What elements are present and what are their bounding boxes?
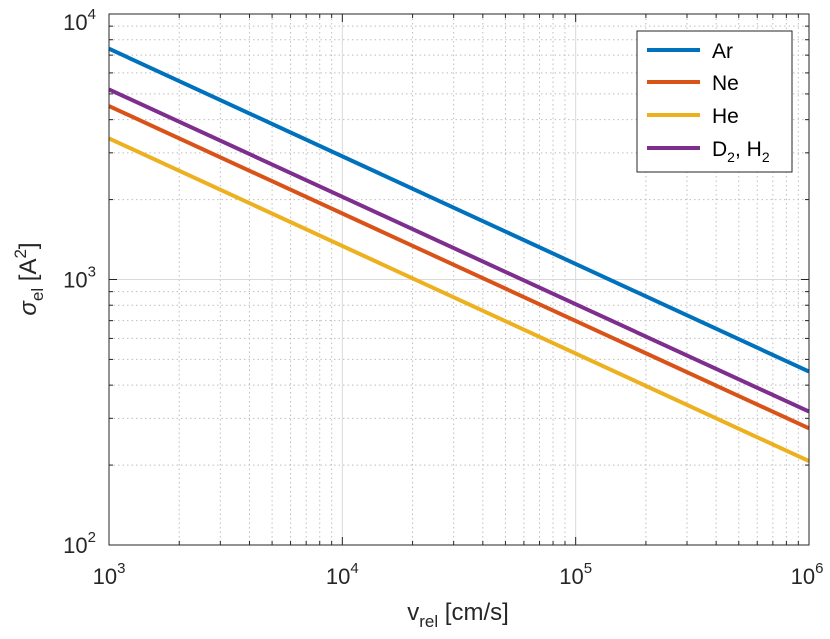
x-tick-label: 104	[326, 560, 359, 589]
legend-label-d2-h2: D2, H2	[712, 138, 770, 165]
y-tick-label: 104	[63, 6, 96, 35]
y-tick-label: 103	[63, 264, 96, 293]
series-line-ne	[108, 104, 810, 431]
x-tick-label: 103	[93, 560, 126, 589]
legend-label-ne: Ne	[712, 72, 739, 95]
axes	[108, 13, 810, 546]
legend: Ar Ne He D2, H2	[636, 30, 793, 173]
x-tick-label: 105	[559, 560, 592, 589]
x-tick-label: 106	[791, 560, 824, 589]
y-tick-label: 102	[63, 529, 96, 558]
legend-label-he: He	[712, 105, 739, 128]
series-lines	[108, 46, 810, 463]
x-tick-labels: 103 104 105 106	[93, 560, 824, 589]
series-line-he	[108, 136, 810, 463]
y-tick-labels: 102 103 104	[63, 6, 96, 558]
legend-label-ar: Ar	[712, 40, 733, 63]
y-axis-label: σel [A2]	[11, 242, 47, 315]
series-line-ar	[108, 46, 810, 374]
series-line-d2-h2	[108, 87, 810, 414]
x-axis-label: vrel [cm/s]	[407, 599, 509, 631]
